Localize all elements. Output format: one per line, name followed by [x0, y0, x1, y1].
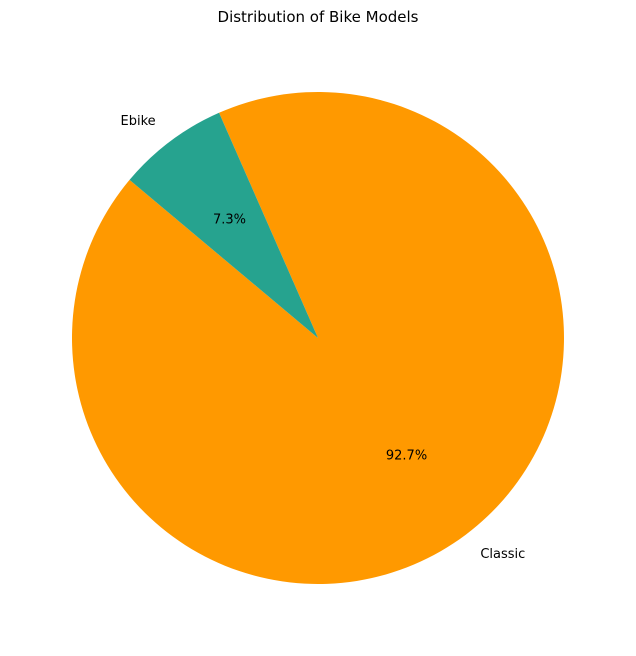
pie-slice-ebike — [129, 112, 318, 339]
pie-slices — [72, 91, 564, 585]
pie-slice-classic — [72, 91, 564, 585]
percent-label-ebike: 7.3% — [213, 212, 246, 227]
slice-label-classic: Classic — [480, 547, 525, 562]
pie-labels: Classic 92.7% Ebike 7.3% — [121, 114, 526, 562]
percent-label-classic: 92.7% — [386, 449, 427, 464]
chart-title: Distribution of Bike Models — [218, 8, 419, 26]
slice-label-ebike: Ebike — [121, 114, 156, 129]
